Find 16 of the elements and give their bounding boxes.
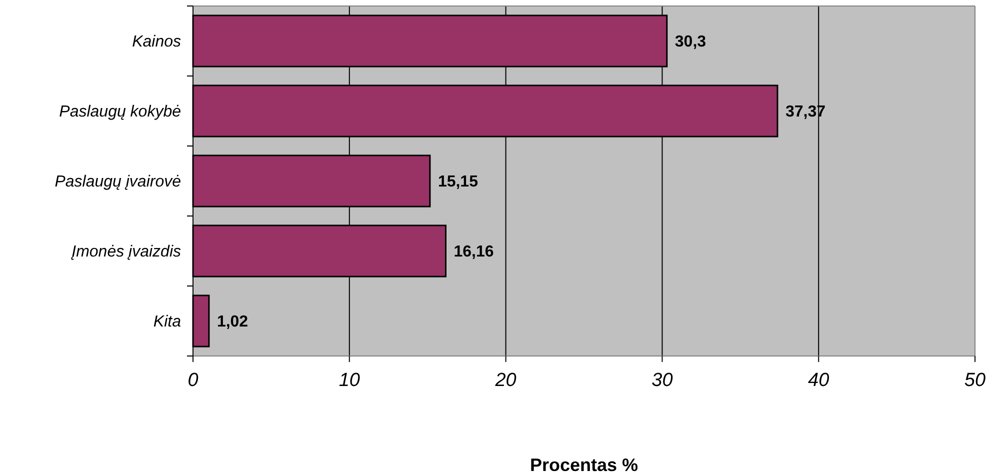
- x-tick-label: 10: [338, 370, 360, 391]
- x-tick-label: 0: [188, 370, 199, 391]
- y-tick-label: Kainos: [132, 34, 181, 51]
- x-tick-label: 30: [652, 370, 674, 391]
- data-label: 1,02: [216, 314, 248, 331]
- x-axis-title: Procentas %: [530, 455, 638, 475]
- y-tick-label: Paslaugų kokybė: [59, 104, 182, 121]
- data-label: 15,15: [438, 174, 478, 191]
- x-tick-label: 40: [808, 370, 830, 391]
- y-tick-label: Įmonės įvaizdis: [70, 244, 181, 261]
- y-tick-label: Kita: [153, 314, 182, 331]
- data-label: 30,3: [674, 34, 706, 51]
- y-tick-label: Paslaugų įvairovė: [54, 174, 182, 191]
- x-tick-label: 20: [494, 370, 517, 391]
- x-tick-label: 50: [964, 370, 986, 391]
- data-label: 16,16: [454, 244, 494, 261]
